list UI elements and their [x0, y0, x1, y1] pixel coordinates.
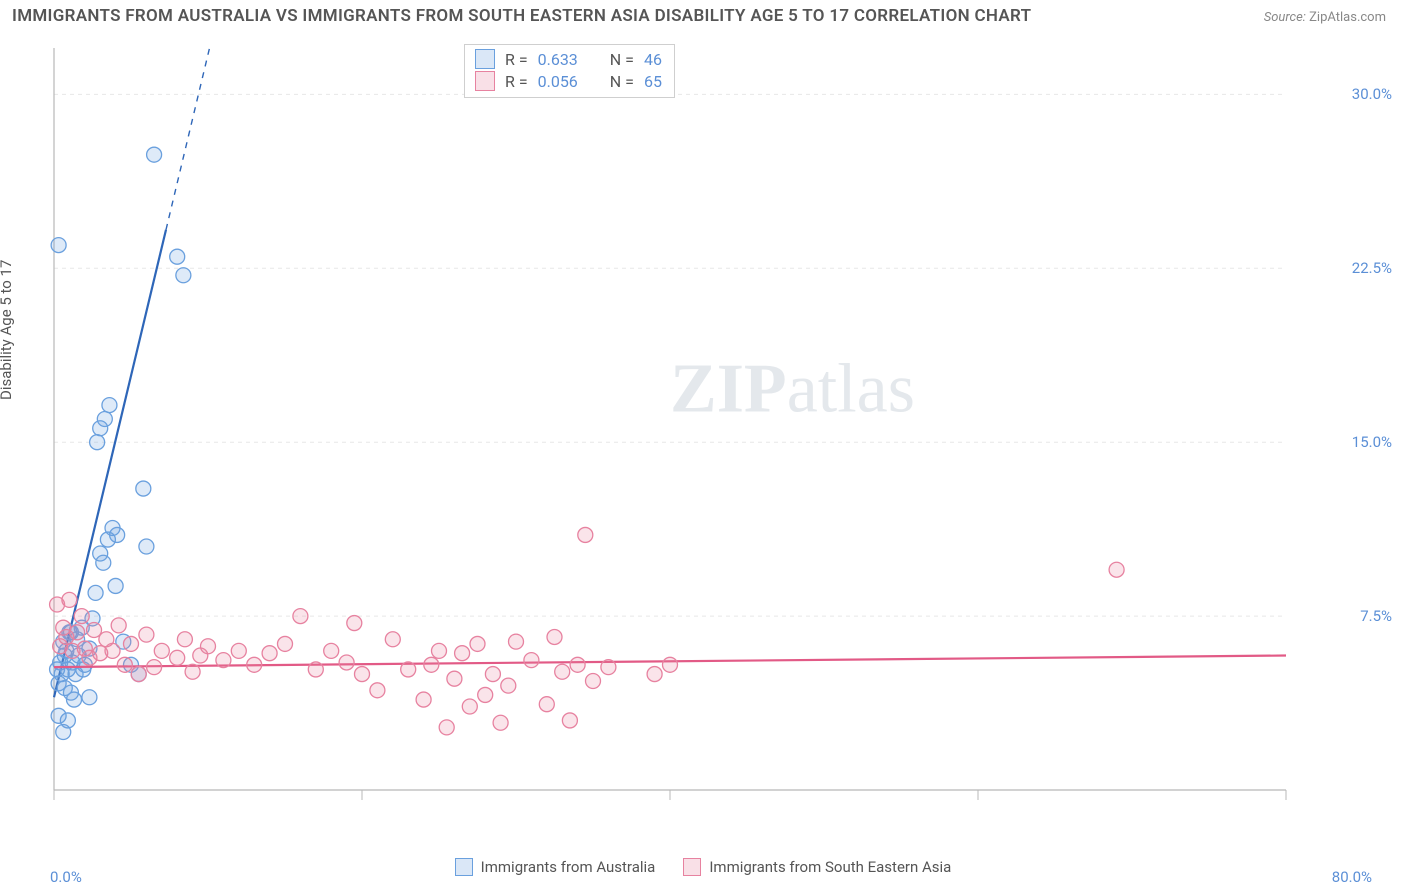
series-legend: Immigrants from Australia Immigrants from…	[0, 858, 1406, 876]
legend-swatch-icon	[683, 858, 701, 876]
y-axis-label: Disability Age 5 to 17	[0, 260, 15, 400]
r-label: R =	[505, 50, 528, 69]
y-tick-label: 30.0%	[1352, 85, 1392, 103]
r-value: 0.633	[538, 50, 578, 69]
chart-title: IMMIGRANTS FROM AUSTRALIA VS IMMIGRANTS …	[12, 6, 1031, 26]
legend-swatch-icon	[475, 49, 495, 69]
legend-row: R = 0.633 N = 46	[475, 49, 662, 69]
x-axis-max-label: 80.0%	[1332, 868, 1372, 886]
n-label: N =	[610, 72, 634, 91]
x-axis-min-label: 0.0%	[50, 868, 82, 886]
svg-text:ZIPatlas: ZIPatlas	[670, 350, 915, 427]
n-label: N =	[610, 50, 634, 69]
source-prefix: Source:	[1264, 10, 1309, 25]
r-label: R =	[505, 72, 528, 91]
n-value: 46	[644, 50, 662, 69]
legend-item: Immigrants from South Eastern Asia	[683, 858, 951, 876]
source-credit: Source: ZipAtlas.com	[1264, 10, 1386, 25]
legend-item-label: Immigrants from Australia	[481, 858, 656, 876]
r-value: 0.056	[538, 72, 578, 91]
y-tick-label: 7.5%	[1360, 607, 1392, 625]
legend-item-label: Immigrants from South Eastern Asia	[709, 858, 951, 876]
scatter-plot: ZIPatlas	[46, 40, 1346, 830]
correlation-legend: R = 0.633 N = 46 R = 0.056 N = 65	[464, 44, 675, 98]
legend-swatch-icon	[455, 858, 473, 876]
y-tick-label: 15.0%	[1352, 433, 1392, 451]
n-value: 65	[644, 72, 662, 91]
legend-item: Immigrants from Australia	[455, 858, 656, 876]
legend-swatch-icon	[475, 71, 495, 91]
source-name: ZipAtlas.com	[1309, 10, 1386, 25]
legend-row: R = 0.056 N = 65	[475, 71, 662, 91]
y-tick-label: 22.5%	[1352, 259, 1392, 277]
